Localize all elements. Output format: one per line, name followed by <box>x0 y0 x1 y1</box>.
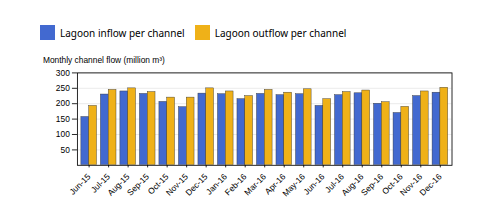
svg-text:Jul-15: Jul-15 <box>88 171 112 195</box>
svg-text:Monthly channel flow (million: Monthly channel flow (million m³) <box>43 55 165 65</box>
svg-text:Oct-15: Oct-15 <box>145 171 171 197</box>
svg-text:250: 250 <box>56 83 70 93</box>
svg-text:150: 150 <box>56 114 70 124</box>
svg-text:Apr-16: Apr-16 <box>262 171 288 197</box>
svg-text:Dec-15: Dec-15 <box>183 171 209 197</box>
svg-text:100: 100 <box>56 129 70 139</box>
svg-text:Sep-16: Sep-16 <box>359 171 385 197</box>
svg-text:Jun-15: Jun-15 <box>67 171 92 196</box>
svg-text:Sep-15: Sep-15 <box>125 171 151 197</box>
svg-text:Mar-16: Mar-16 <box>242 171 268 197</box>
svg-text:Jul-16: Jul-16 <box>322 171 347 195</box>
svg-text:May-16: May-16 <box>280 171 307 198</box>
svg-text:Nov-15: Nov-15 <box>163 171 190 198</box>
svg-text:Dec-16: Dec-16 <box>417 171 443 197</box>
html-text:Lagoon outflow per channel: Lagoon outflow per channel <box>214 25 347 40</box>
html-text:Lagoon inflow per channel: Lagoon inflow per channel <box>60 25 185 40</box>
svg-text:Oct-16: Oct-16 <box>379 171 405 197</box>
svg-text:50: 50 <box>61 145 71 155</box>
svg-text:Jun-16: Jun-16 <box>301 171 326 196</box>
svg-text:Jan-16: Jan-16 <box>203 171 229 197</box>
svg-text:300: 300 <box>56 68 70 78</box>
svg-text:Nov-16: Nov-16 <box>397 171 425 198</box>
svg-text:Aug-16: Aug-16 <box>339 171 366 198</box>
svg-text:200: 200 <box>56 98 70 108</box>
svg-text:Aug-15: Aug-15 <box>105 171 132 198</box>
svg-text:Feb-16: Feb-16 <box>222 171 249 198</box>
